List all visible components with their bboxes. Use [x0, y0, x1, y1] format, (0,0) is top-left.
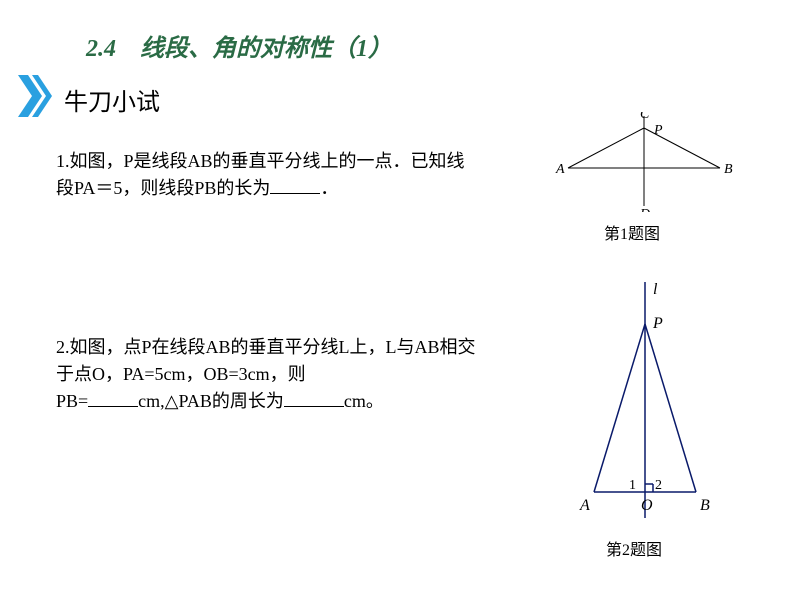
problem-1-after: ． — [320, 178, 338, 198]
problem-2-before: PB= — [56, 391, 88, 411]
svg-text:A: A — [579, 497, 590, 514]
chevron-right-icon — [18, 75, 52, 122]
page-title: 2.4 线段、角的对称性（1） — [86, 28, 392, 63]
svg-text:O: O — [641, 497, 653, 514]
svg-text:A: A — [555, 162, 565, 177]
svg-text:B: B — [700, 497, 710, 514]
svg-text:2: 2 — [655, 478, 662, 493]
problem-2-line1: 2.如图，点P在线段AB的垂直平分线L上，L与AB相交于点O，PA=5cm，OB… — [56, 337, 476, 384]
problem-1-before: 1.如图，P是线段AB的垂直平分线上的一点．已知线段PA＝5，则线段PB的长为 — [56, 151, 465, 198]
problem-2-blank-2 — [284, 406, 344, 407]
figure-2: 1 2 A B O Pl — [570, 278, 720, 531]
problem-2-after: cm。 — [344, 391, 384, 411]
svg-text:l: l — [653, 281, 658, 298]
svg-text:P: P — [652, 315, 663, 332]
svg-text:P: P — [653, 123, 663, 138]
problem-2-text: 2.如图，点P在线段AB的垂直平分线L上，L与AB相交于点O，PA=5cm，OB… — [56, 334, 486, 415]
svg-text:B: B — [724, 162, 733, 177]
problem-1-blank — [270, 193, 320, 194]
svg-text:1: 1 — [629, 478, 636, 493]
svg-text:D: D — [639, 207, 650, 212]
section-subtitle: 牛刀小试 — [64, 82, 160, 117]
problem-2-blank-1 — [88, 406, 138, 407]
figure-2-caption: 第2题图 — [606, 536, 662, 560]
figure-1: A B C D P — [554, 112, 734, 217]
figure-1-caption: 第1题图 — [604, 220, 660, 244]
svg-text:C: C — [640, 112, 650, 122]
problem-2-mid: cm,△PAB的周长为 — [138, 391, 284, 411]
problem-1-text: 1.如图，P是线段AB的垂直平分线上的一点．已知线段PA＝5，则线段PB的长为． — [56, 148, 468, 202]
